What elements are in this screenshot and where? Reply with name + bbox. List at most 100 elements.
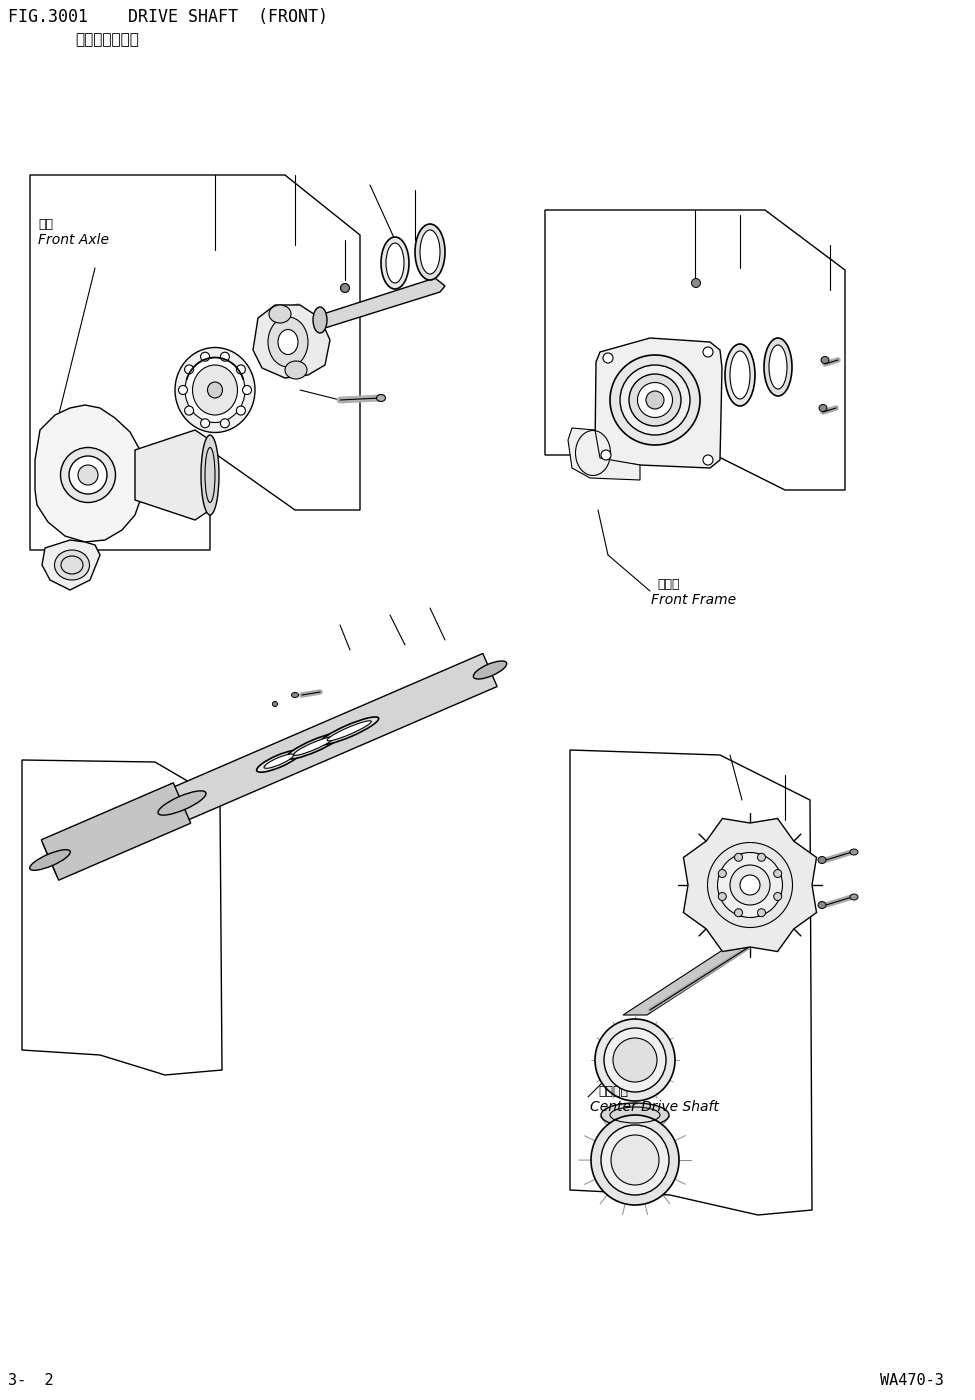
- Text: Front Frame: Front Frame: [651, 594, 736, 608]
- Text: WA470-3: WA470-3: [880, 1373, 944, 1387]
- Ellipse shape: [272, 701, 278, 707]
- Ellipse shape: [730, 351, 750, 399]
- Ellipse shape: [184, 365, 194, 374]
- Ellipse shape: [243, 385, 252, 395]
- Ellipse shape: [313, 307, 327, 333]
- Ellipse shape: [604, 1028, 666, 1092]
- Ellipse shape: [473, 661, 507, 679]
- Ellipse shape: [29, 850, 70, 871]
- Ellipse shape: [703, 347, 713, 357]
- Ellipse shape: [708, 843, 793, 927]
- Text: Front Axle: Front Axle: [38, 232, 109, 246]
- Ellipse shape: [78, 465, 98, 484]
- Polygon shape: [595, 337, 722, 468]
- Ellipse shape: [850, 848, 858, 855]
- Ellipse shape: [201, 435, 219, 515]
- Ellipse shape: [201, 419, 210, 428]
- Ellipse shape: [774, 869, 782, 878]
- Ellipse shape: [69, 456, 107, 494]
- Ellipse shape: [719, 869, 726, 878]
- Ellipse shape: [758, 853, 765, 861]
- Text: 驱动轴（前端）: 驱动轴（前端）: [75, 32, 138, 48]
- Ellipse shape: [328, 721, 371, 741]
- Ellipse shape: [278, 329, 298, 354]
- Ellipse shape: [184, 406, 194, 414]
- Ellipse shape: [192, 365, 238, 414]
- Ellipse shape: [601, 1103, 669, 1127]
- Ellipse shape: [591, 1114, 679, 1205]
- Ellipse shape: [595, 1019, 675, 1100]
- Ellipse shape: [60, 448, 115, 503]
- Ellipse shape: [220, 419, 229, 428]
- Ellipse shape: [55, 550, 90, 580]
- Ellipse shape: [293, 736, 334, 755]
- Ellipse shape: [620, 365, 690, 435]
- Ellipse shape: [730, 865, 770, 904]
- Ellipse shape: [264, 755, 293, 769]
- Ellipse shape: [275, 308, 282, 312]
- Ellipse shape: [178, 385, 187, 395]
- Ellipse shape: [158, 791, 206, 815]
- Ellipse shape: [201, 353, 210, 361]
- Ellipse shape: [185, 357, 245, 423]
- Ellipse shape: [691, 279, 700, 287]
- Ellipse shape: [268, 316, 308, 367]
- Polygon shape: [41, 783, 191, 881]
- Ellipse shape: [703, 455, 713, 465]
- Ellipse shape: [610, 356, 700, 445]
- Ellipse shape: [764, 337, 792, 396]
- Ellipse shape: [638, 382, 673, 417]
- Polygon shape: [683, 819, 816, 952]
- Text: 前车架: 前车架: [657, 578, 680, 591]
- Ellipse shape: [629, 374, 681, 426]
- Ellipse shape: [734, 909, 743, 917]
- Ellipse shape: [175, 347, 255, 433]
- Text: 中驱动轴: 中驱动轴: [598, 1085, 628, 1098]
- Ellipse shape: [718, 853, 783, 917]
- Ellipse shape: [611, 1135, 659, 1184]
- Ellipse shape: [740, 875, 760, 895]
- Ellipse shape: [601, 1126, 669, 1196]
- Polygon shape: [42, 540, 100, 589]
- Polygon shape: [568, 428, 640, 480]
- Ellipse shape: [292, 693, 298, 697]
- Ellipse shape: [818, 902, 826, 909]
- Ellipse shape: [376, 395, 385, 402]
- Ellipse shape: [381, 237, 409, 288]
- Polygon shape: [623, 939, 762, 1015]
- Ellipse shape: [220, 353, 229, 361]
- Ellipse shape: [613, 1037, 657, 1082]
- Polygon shape: [35, 405, 145, 542]
- Text: FIG.3001    DRIVE SHAFT  (FRONT): FIG.3001 DRIVE SHAFT (FRONT): [8, 8, 328, 27]
- Ellipse shape: [719, 892, 726, 900]
- Ellipse shape: [256, 750, 301, 773]
- Polygon shape: [43, 654, 497, 876]
- Ellipse shape: [734, 853, 743, 861]
- Polygon shape: [253, 305, 330, 378]
- Ellipse shape: [774, 892, 782, 900]
- Ellipse shape: [285, 361, 307, 379]
- Ellipse shape: [821, 357, 829, 364]
- Ellipse shape: [420, 230, 440, 274]
- Ellipse shape: [601, 449, 611, 461]
- Ellipse shape: [850, 895, 858, 900]
- Ellipse shape: [287, 732, 341, 759]
- Text: Center Drive Shaft: Center Drive Shaft: [590, 1100, 719, 1114]
- Polygon shape: [135, 430, 210, 519]
- Ellipse shape: [236, 365, 246, 374]
- Ellipse shape: [725, 344, 755, 406]
- Text: 前桥: 前桥: [38, 218, 53, 231]
- Ellipse shape: [269, 305, 291, 323]
- Ellipse shape: [236, 406, 246, 414]
- Ellipse shape: [819, 405, 827, 412]
- Ellipse shape: [818, 857, 826, 864]
- Ellipse shape: [758, 909, 765, 917]
- Ellipse shape: [415, 224, 445, 280]
- Ellipse shape: [386, 244, 404, 283]
- Ellipse shape: [340, 283, 349, 293]
- Ellipse shape: [603, 353, 613, 363]
- Ellipse shape: [646, 391, 664, 409]
- Polygon shape: [315, 279, 445, 328]
- Ellipse shape: [320, 717, 378, 745]
- Ellipse shape: [208, 382, 222, 398]
